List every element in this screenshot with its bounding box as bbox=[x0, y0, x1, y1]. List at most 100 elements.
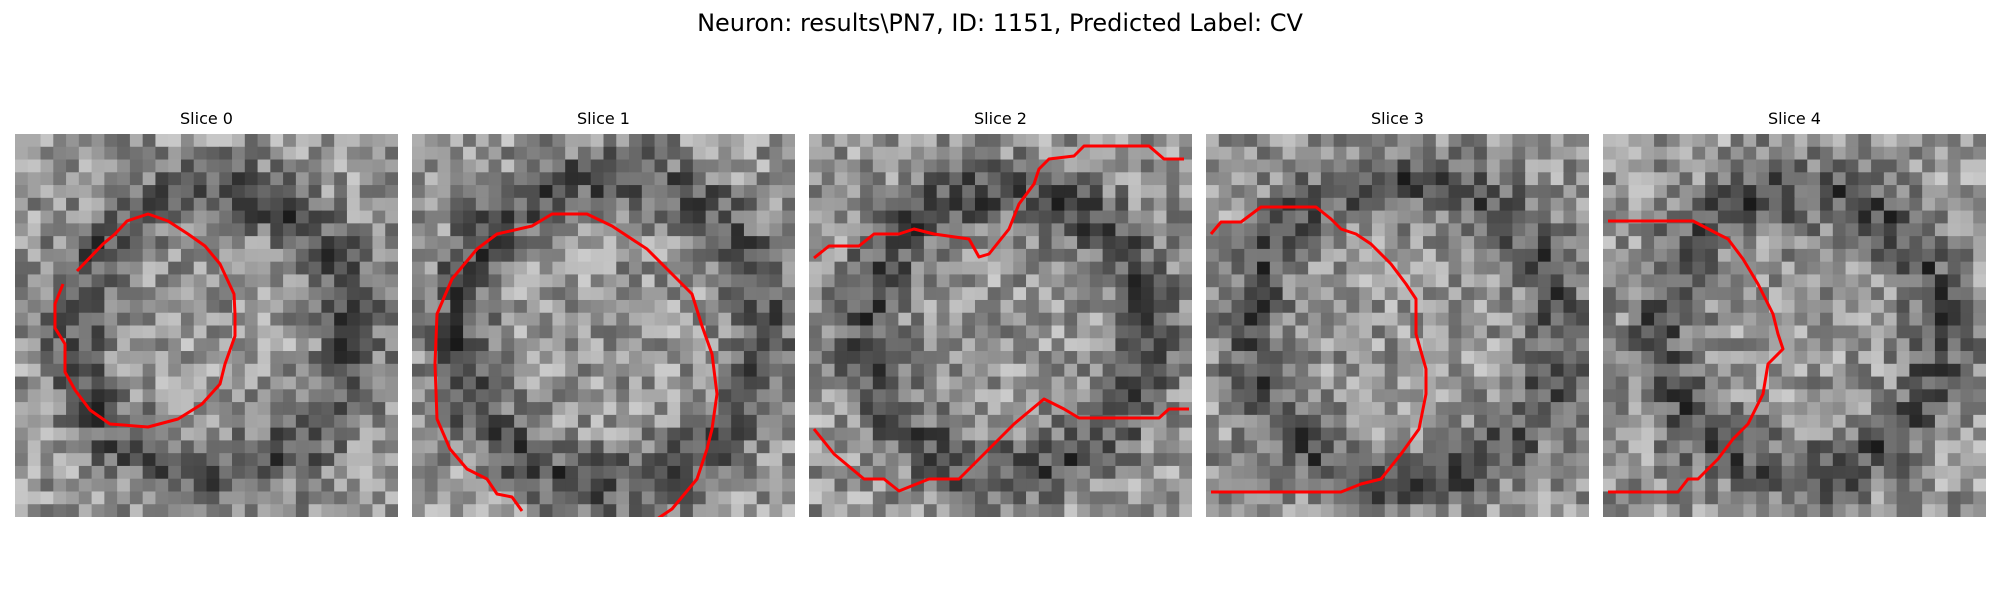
pixel bbox=[1179, 236, 1192, 249]
pixel bbox=[283, 274, 296, 287]
pixel bbox=[680, 262, 693, 275]
pixel bbox=[642, 453, 655, 466]
pixel bbox=[514, 185, 527, 198]
pixel bbox=[1270, 236, 1283, 249]
pixel bbox=[1385, 428, 1398, 441]
pixel bbox=[28, 453, 41, 466]
pixel bbox=[385, 262, 398, 275]
pixel bbox=[1026, 198, 1039, 211]
pixel bbox=[1359, 440, 1372, 453]
pixel bbox=[1423, 262, 1436, 275]
pixel bbox=[334, 147, 347, 160]
pixel bbox=[591, 453, 604, 466]
pixel bbox=[1461, 274, 1474, 287]
pixel bbox=[360, 313, 373, 326]
pixel bbox=[744, 415, 757, 428]
pixel bbox=[1538, 326, 1551, 339]
pixel bbox=[1308, 402, 1321, 415]
pixel bbox=[66, 262, 79, 275]
pixel bbox=[1731, 223, 1744, 236]
pixel bbox=[232, 351, 245, 364]
pixel bbox=[769, 364, 782, 377]
pixel bbox=[232, 389, 245, 402]
pixel bbox=[873, 236, 886, 249]
pixel bbox=[873, 211, 886, 224]
pixel bbox=[1487, 172, 1500, 185]
pixel bbox=[924, 466, 937, 479]
pixel bbox=[552, 389, 565, 402]
pixel bbox=[476, 172, 489, 185]
pixel bbox=[1474, 172, 1487, 185]
pixel bbox=[1385, 287, 1398, 300]
pixel bbox=[309, 453, 322, 466]
pixel bbox=[1064, 453, 1077, 466]
pixel bbox=[578, 160, 591, 173]
pixel bbox=[1128, 249, 1141, 262]
pixel bbox=[1321, 415, 1334, 428]
pixel bbox=[911, 428, 924, 441]
pixel bbox=[835, 300, 848, 313]
pixel bbox=[565, 491, 578, 504]
pixel bbox=[321, 440, 334, 453]
pixel bbox=[309, 326, 322, 339]
pixel bbox=[949, 389, 962, 402]
pixel bbox=[321, 326, 334, 339]
pixel bbox=[1001, 185, 1014, 198]
pixel bbox=[1731, 338, 1744, 351]
pixel bbox=[1692, 160, 1705, 173]
pixel bbox=[1909, 504, 1922, 517]
pixel bbox=[1871, 198, 1884, 211]
pixel bbox=[1922, 415, 1935, 428]
pixel bbox=[207, 134, 220, 147]
pixel bbox=[1807, 160, 1820, 173]
pixel bbox=[41, 377, 54, 390]
pixel bbox=[962, 351, 975, 364]
pixel bbox=[334, 160, 347, 173]
pixel bbox=[886, 440, 899, 453]
pixel bbox=[655, 428, 668, 441]
pixel bbox=[1525, 491, 1538, 504]
pixel bbox=[937, 236, 950, 249]
pixel bbox=[194, 160, 207, 173]
pixel bbox=[835, 389, 848, 402]
pixel bbox=[1449, 389, 1462, 402]
pixel bbox=[757, 428, 770, 441]
pixel bbox=[591, 198, 604, 211]
pixel bbox=[1270, 402, 1283, 415]
pixel bbox=[1039, 364, 1052, 377]
pixel bbox=[1897, 147, 1910, 160]
pixel bbox=[1474, 504, 1487, 517]
pixel bbox=[898, 402, 911, 415]
pixel bbox=[527, 479, 540, 492]
pixel bbox=[1321, 504, 1334, 517]
pixel bbox=[104, 479, 117, 492]
pixel bbox=[1692, 134, 1705, 147]
pixel bbox=[1718, 428, 1731, 441]
pixel bbox=[1807, 313, 1820, 326]
pixel bbox=[1884, 236, 1897, 249]
pixel bbox=[438, 223, 451, 236]
pixel bbox=[1820, 313, 1833, 326]
pixel bbox=[1166, 479, 1179, 492]
pixel bbox=[1219, 364, 1232, 377]
pixel bbox=[527, 440, 540, 453]
pixel bbox=[1179, 160, 1192, 173]
pixel bbox=[450, 223, 463, 236]
pixel bbox=[1244, 415, 1257, 428]
pixel bbox=[245, 338, 258, 351]
pixel bbox=[1692, 313, 1705, 326]
pixel bbox=[1283, 236, 1296, 249]
pixel bbox=[514, 326, 527, 339]
pixel bbox=[975, 160, 988, 173]
pixel bbox=[1718, 504, 1731, 517]
pixel bbox=[1039, 172, 1052, 185]
pixel bbox=[1103, 326, 1116, 339]
pixel bbox=[450, 236, 463, 249]
pixel bbox=[1321, 236, 1334, 249]
pixel bbox=[489, 147, 502, 160]
pixel bbox=[1629, 236, 1642, 249]
pixel bbox=[744, 313, 757, 326]
pixel bbox=[1372, 453, 1385, 466]
pixel bbox=[1935, 313, 1948, 326]
pixel bbox=[1960, 160, 1973, 173]
